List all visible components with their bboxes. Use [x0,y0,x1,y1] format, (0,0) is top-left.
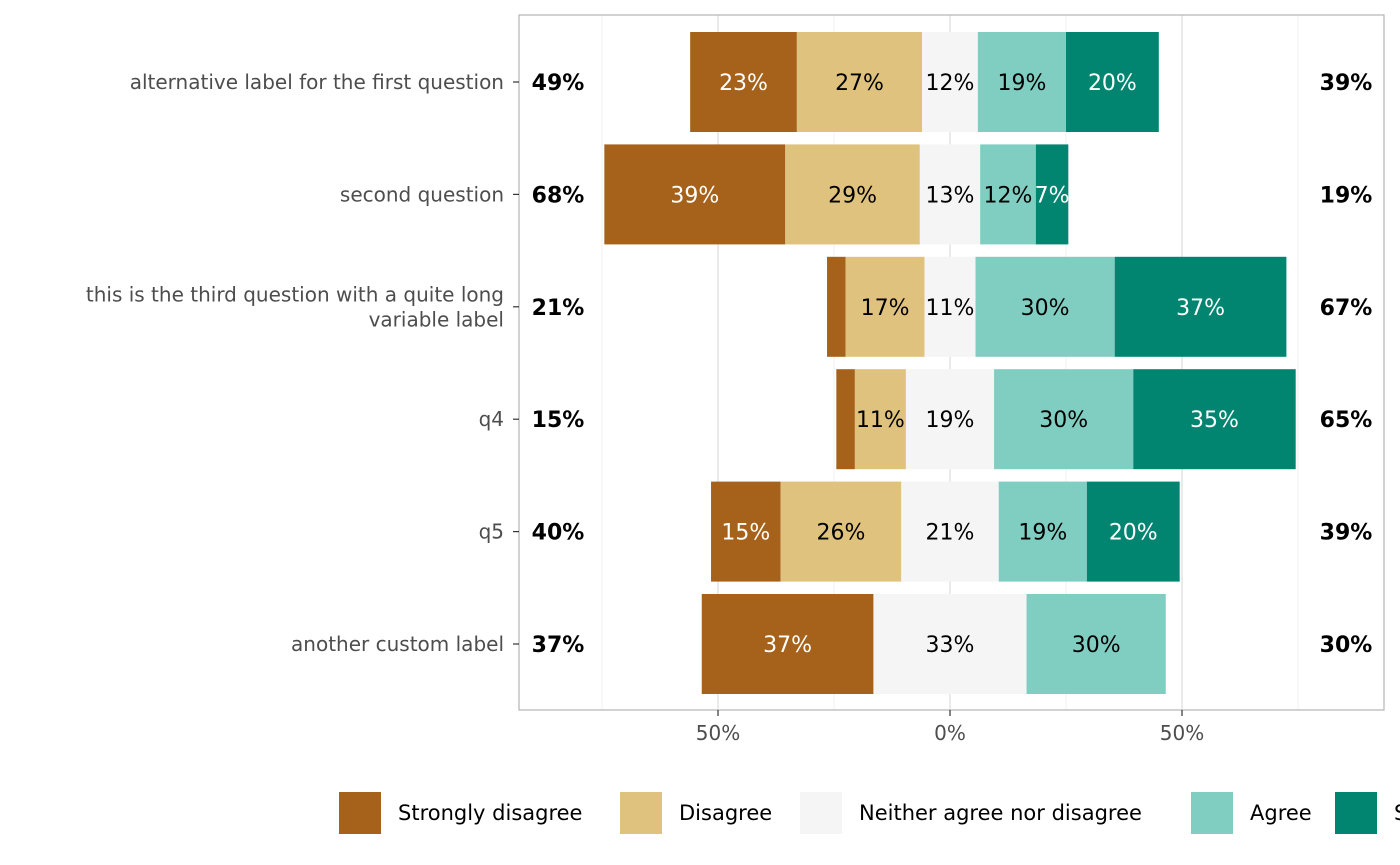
bar-label: 30% [1039,408,1088,433]
bar-segment [1035,144,1069,245]
y-tick-label: another custom label [291,632,504,656]
bar-segment [905,369,995,470]
bar-segment [780,481,902,582]
bar-segment [836,369,855,470]
y-tick-label: q5 [479,520,504,544]
bar-label: 15% [721,521,770,546]
bar-segment [975,256,1115,357]
bar-segment [701,594,874,694]
x-axis: 50% 0% 50% [696,710,1204,745]
x-tick-label: 50% [1160,721,1204,745]
bar-segment [1086,481,1180,582]
bar-label: 12% [926,71,975,96]
legend-label: Agree [1250,801,1312,825]
y-tick-label: this is the third question with a quite … [86,282,504,331]
bar-label: 21% [926,521,975,546]
bar-label: 26% [817,521,866,546]
bar-label: 12% [984,183,1033,208]
legend-swatch [620,792,662,834]
bar-segment [919,144,981,245]
right-total: 67% [1320,296,1373,321]
y-tick-label: second question [340,182,504,206]
legend-swatch [339,792,381,834]
bar-segment [924,256,976,357]
bar-segment [1114,256,1287,357]
x-tick-label: 50% [696,721,740,745]
bar-segment [998,481,1087,582]
bar-label: 11% [856,408,905,433]
bar-label: 17% [861,296,910,321]
bar-label: 29% [828,183,877,208]
left-total: 40% [532,521,585,546]
bar-label: 37% [763,633,812,658]
right-total: 65% [1320,408,1373,433]
legend-swatch [800,792,842,834]
y-tick-label: alternative label for the first question [130,70,504,94]
bar-label: 20% [1109,521,1158,546]
left-total: 21% [532,296,585,321]
bar-label: 39% [670,183,719,208]
bar-segment [827,256,846,357]
bar-label: 30% [1072,633,1121,658]
bar-segment [796,32,923,132]
left-total: 37% [532,633,585,658]
bar-segment [1066,32,1159,132]
bar-label: 30% [1021,296,1070,321]
bar-label: 37% [1176,296,1225,321]
bar-segment [854,369,906,470]
bar-label: 7% [1035,183,1070,208]
totals: 49% 68% 21% 15% 40% 37% 39% 19% 67% 65% 39% 30% [532,71,1373,658]
legend: Strongly disagree Disagree Neither agree n… [339,792,1400,834]
bar-segment [994,369,1134,470]
bar-segment [922,32,978,132]
right-total: 39% [1320,521,1373,546]
right-total: 39% [1320,71,1373,96]
y-axis: alternative label for the first question… [86,70,519,656]
legend-label: Strongly disagree [398,801,582,825]
bar-segment [785,144,920,245]
bar-label: 19% [926,408,975,433]
legend-label: Strongly agree [1394,801,1400,825]
bar-label: 19% [997,71,1046,96]
left-total: 15% [532,408,585,433]
right-total: 19% [1320,183,1373,208]
plot-panel-border [518,14,1385,711]
bar-label: 33% [926,633,975,658]
bar-label: 23% [719,71,768,96]
bar-label: 13% [926,183,975,208]
bar-segment [1026,594,1166,694]
bar-label: 19% [1018,521,1067,546]
bar-segment [980,144,1036,245]
legend-label: Neither agree nor disagree [859,801,1142,825]
bar-segment [711,481,781,582]
legend-swatch [1191,792,1233,834]
legend-swatch [1335,792,1377,834]
bar-label: 27% [835,71,884,96]
x-tick-label: 0% [934,721,966,745]
bar-label: 20% [1088,71,1137,96]
y-tick-label: q4 [479,407,504,431]
left-total: 68% [532,183,585,208]
left-total: 49% [532,71,585,96]
bar-segment [873,594,1027,694]
bar-segment [604,144,786,245]
bar-label: 35% [1190,408,1239,433]
bar-segment [977,32,1066,132]
legend-label: Disagree [679,801,772,825]
bars [604,32,1296,694]
bar-label: 11% [926,296,975,321]
bar-segment [845,256,925,357]
bar-segment [690,32,797,132]
bar-labels: 23% 27% 12% 19% 20%39% 29% 13% 12% 7%17% 11% 30% 37… [670,71,1239,658]
bar-segment [1133,369,1296,470]
right-total: 30% [1320,633,1373,658]
bar-segment [901,481,999,582]
